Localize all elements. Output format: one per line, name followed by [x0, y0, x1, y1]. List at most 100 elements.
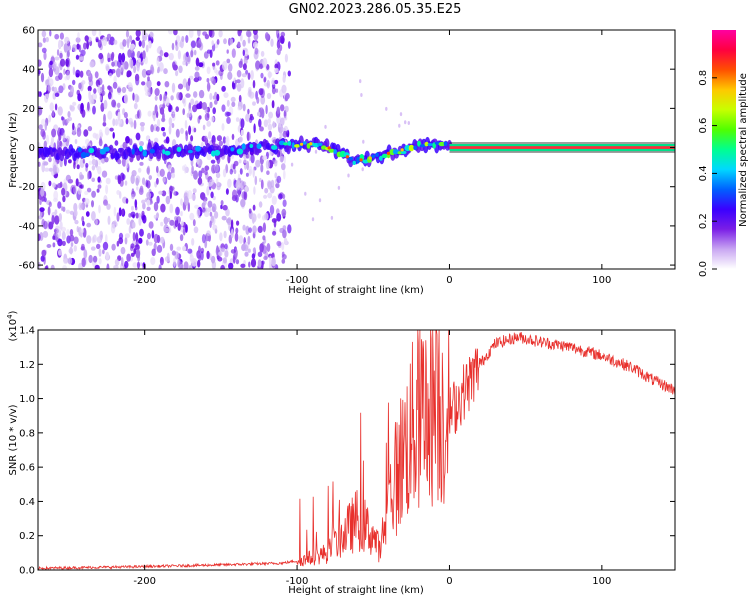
noise-dot: [248, 261, 251, 268]
noise-dot: [41, 30, 47, 38]
noise-dot: [240, 263, 246, 268]
noise-dot: [122, 141, 128, 149]
noise-dot: [263, 194, 268, 199]
noise-dot: [187, 248, 193, 254]
noise-dot: [91, 190, 96, 198]
noise-dot: [173, 190, 176, 196]
noise-dot: [48, 157, 52, 163]
noise-dot: [262, 155, 268, 161]
noise-dot: [106, 203, 111, 210]
noise-dot: [359, 79, 362, 84]
noise-dot: [110, 223, 116, 234]
y-tick-label: 0.4: [19, 497, 35, 508]
noise-dot: [204, 165, 210, 171]
noise-dot: [124, 180, 128, 186]
noise-dot: [121, 86, 127, 94]
noise-dot: [182, 108, 185, 116]
noise-dot: [40, 187, 45, 197]
noise-dot: [259, 107, 264, 115]
noise-dot: [122, 61, 125, 72]
noise-dot: [106, 263, 110, 269]
noise-dot: [194, 66, 200, 71]
noise-dot: [218, 30, 223, 38]
noise-dot: [135, 132, 141, 141]
noise-dot: [84, 35, 89, 42]
ridge-peak: [300, 142, 304, 146]
noise-dot: [271, 86, 276, 95]
noise-dot: [236, 70, 242, 78]
noise-dot: [98, 258, 102, 265]
y-tick-label: 20: [22, 104, 35, 115]
noise-dot: [240, 129, 244, 136]
noise-dot: [252, 101, 256, 106]
noise-dot: [91, 30, 97, 37]
noise-dot: [156, 56, 160, 67]
noise-dot: [267, 118, 272, 124]
noise-dot: [231, 101, 236, 108]
noise-dot: [281, 242, 285, 251]
noise-dot: [105, 184, 109, 195]
noise-dot: [240, 118, 245, 129]
y-tick-label: 0.0: [19, 566, 35, 577]
noise-dot: [146, 79, 152, 89]
noise-dot: [236, 79, 241, 84]
x-tick-label: -200: [133, 576, 156, 587]
noise-dot: [53, 61, 57, 69]
noise-dot: [58, 72, 63, 81]
noise-dot: [263, 77, 267, 83]
noise-dot: [65, 174, 71, 182]
ridge-peak: [386, 151, 391, 155]
noise-dot: [265, 104, 268, 115]
noise-dot: [84, 198, 90, 205]
noise-dot: [165, 97, 170, 106]
noise-dot: [139, 228, 144, 237]
noise-dot: [88, 160, 93, 166]
noise-dot: [47, 206, 51, 216]
noise-dot: [97, 176, 101, 183]
noise-dot: [98, 204, 101, 214]
noise-dot: [206, 185, 210, 196]
noise-dot: [79, 174, 84, 180]
noise-dot: [210, 255, 216, 264]
noise-dot: [96, 236, 103, 244]
chart-title: GN02.2023.286.05.35.E25: [288, 2, 462, 17]
noise-dot: [57, 238, 63, 247]
noise-dot: [148, 40, 152, 49]
noise-dot: [274, 67, 279, 74]
noise-dot: [130, 252, 135, 257]
noise-dot: [243, 57, 248, 65]
noise-dot: [267, 151, 273, 156]
noise-dot: [254, 47, 259, 55]
noise-dot: [173, 257, 176, 267]
noise-dot: [79, 70, 84, 78]
noise-dot: [83, 42, 87, 50]
noise-dot: [243, 159, 248, 164]
noise-dot: [97, 184, 102, 189]
noise-dot: [267, 192, 273, 199]
ridge-peak: [309, 142, 313, 146]
noise-dot: [98, 248, 102, 257]
noise-dot: [44, 122, 47, 131]
noise-dot: [159, 93, 163, 102]
noise-dot: [187, 190, 193, 200]
noise-dot: [212, 107, 216, 115]
noise-dot: [262, 235, 266, 241]
noise-dot: [107, 215, 111, 225]
ridge-hot: [80, 151, 87, 159]
noise-dot: [63, 68, 66, 75]
noise-dot: [235, 259, 240, 265]
noise-dot: [176, 216, 182, 224]
noise-dot: [66, 44, 72, 52]
noise-dot: [46, 244, 52, 248]
noise-dot: [287, 70, 291, 77]
noise-dot: [70, 242, 74, 247]
noise-dot: [121, 209, 124, 216]
noise-dot: [85, 211, 90, 217]
noise-dot: [242, 49, 245, 56]
noise-dot: [262, 57, 268, 68]
noise-dot: [202, 124, 206, 131]
y-tick-label: 1.4: [19, 326, 35, 337]
noise-dot: [81, 243, 85, 251]
noise-dot: [154, 88, 160, 96]
noise-dot: [168, 52, 174, 61]
